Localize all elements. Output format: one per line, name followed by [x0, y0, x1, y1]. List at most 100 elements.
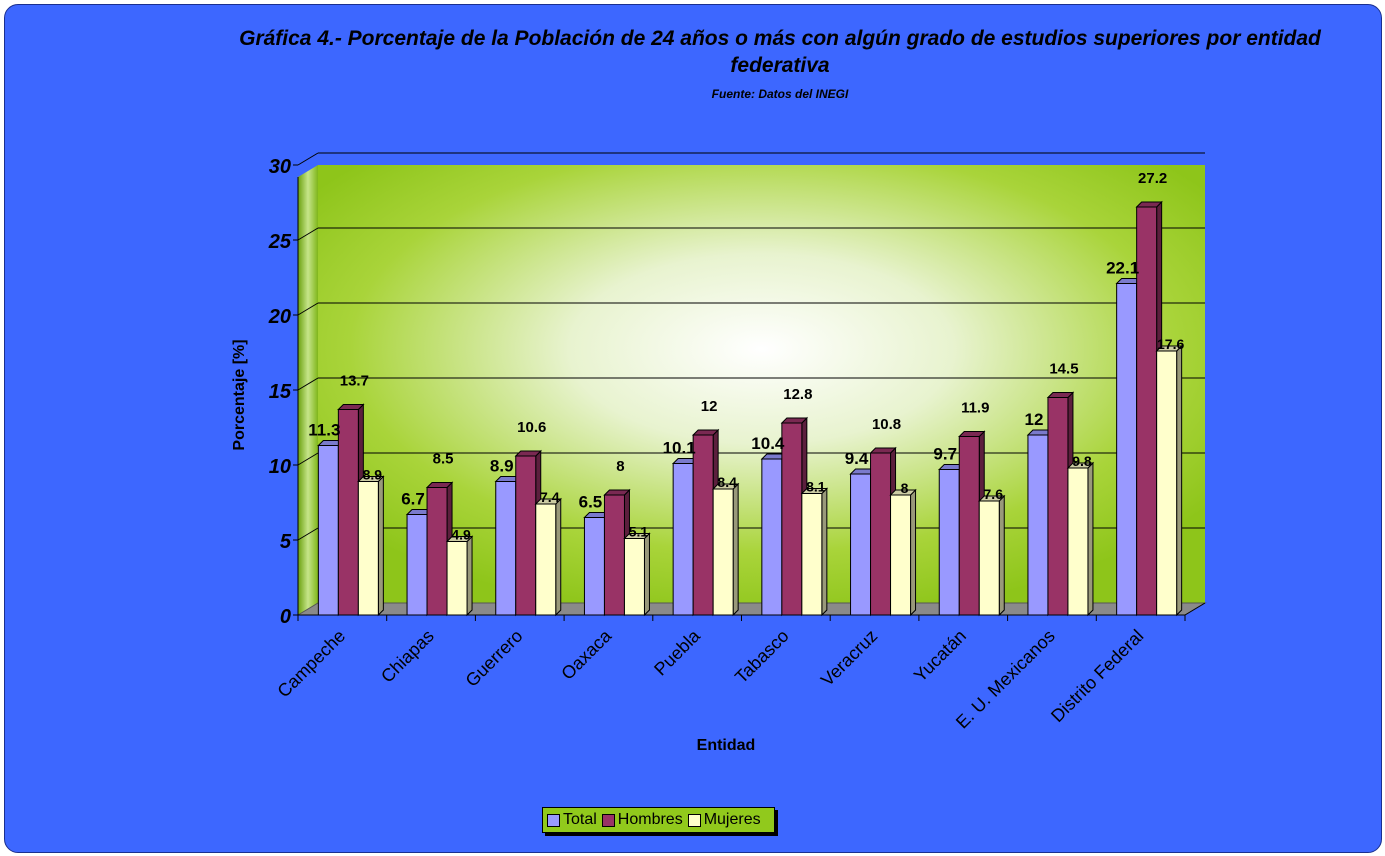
data-label-hombres: 11.9: [961, 400, 989, 417]
data-label-hombres: 8: [616, 458, 624, 475]
bar-front: [850, 473, 872, 616]
bar-front: [317, 445, 339, 616]
bar-mujeres: [978, 494, 1006, 617]
bar-front: [495, 481, 517, 616]
y-tick-label: 25: [268, 231, 292, 253]
data-label-total: 9.4: [845, 449, 869, 468]
x-tick-label-oaxaca: Oaxaca: [557, 625, 616, 684]
legend-item-hombres: Hombres: [601, 811, 683, 829]
bar-side: [643, 532, 650, 617]
y-tick-label: 30: [269, 156, 291, 178]
bars: [317, 200, 1183, 617]
bar-front: [1156, 350, 1178, 616]
bar-top: [780, 417, 809, 424]
x-tick-label-yucat-n: Yucatán: [910, 626, 970, 686]
bar-side: [998, 494, 1005, 617]
bar-front: [426, 487, 448, 616]
plot-side-wall: [298, 165, 318, 615]
data-label-mujeres: 5.1: [629, 524, 649, 540]
floor-edge: [1184, 602, 1206, 616]
chart-title: Gráfica 4.- Porcentaje de la Población d…: [239, 27, 1321, 77]
x-tick-label-distrito-federal: Distrito Federal: [1047, 626, 1147, 726]
bar-front: [406, 514, 428, 616]
bar-side: [910, 488, 917, 617]
bar-front: [890, 494, 912, 616]
legend-item-mujeres: Mujeres: [687, 811, 761, 829]
chart-subtitle: Fuente: Datos del INEGI: [711, 87, 849, 101]
y-tick-label: 5: [280, 531, 292, 553]
bar-top: [1046, 392, 1075, 398]
data-label-mujeres: 9.8: [1072, 453, 1092, 469]
bar-front: [801, 493, 823, 616]
bar-hombres: [869, 446, 897, 617]
bar-front: [1047, 397, 1069, 616]
bar-top: [514, 450, 542, 457]
legend-label-total: Total: [563, 811, 597, 828]
data-label-hombres: 27.2: [1138, 170, 1167, 187]
data-label-total: 11.3: [308, 421, 340, 440]
bar-front: [672, 463, 694, 616]
data-label-hombres: 10.8: [872, 416, 901, 433]
bar-mujeres: [1066, 461, 1095, 617]
data-labels: 11.3 13.7 8.9 6.7 8.5 4.9 8.9 10.6 7.4 6.5 8 5.1 10.…: [308, 170, 1184, 543]
bar-front: [535, 503, 557, 616]
data-label-mujeres: 4.9: [451, 527, 471, 543]
bar-front: [958, 436, 980, 616]
gridline-side: [297, 377, 319, 391]
y-tick-label: 0: [280, 606, 291, 628]
data-label-hombres: 12.8: [783, 386, 812, 403]
bar-front: [603, 494, 625, 616]
data-label-total: 9.7: [933, 445, 957, 464]
data-label-total: 6.5: [579, 493, 603, 512]
data-label-hombres: 12: [701, 398, 718, 415]
bar-top: [691, 429, 720, 436]
legend-item-total: Total: [547, 811, 597, 829]
bar-side: [377, 475, 384, 617]
data-label-total: 8.9: [490, 457, 514, 476]
plot-area: 0 5 10 15 20 25 30 Campeche Chiapas Guerrero Oaxac…: [231, 152, 1207, 754]
bar-top: [603, 489, 631, 496]
bar-front: [337, 409, 359, 616]
x-tick-label-puebla: Puebla: [650, 625, 704, 679]
data-label-hombres: 13.7: [340, 373, 369, 390]
bar-side: [555, 497, 562, 617]
data-label-hombres: 8.5: [433, 451, 454, 468]
bar-front: [692, 434, 714, 616]
bar-mujeres: [357, 475, 385, 617]
legend-swatch-hombres: [601, 813, 615, 827]
bar-front: [1136, 206, 1158, 616]
bar-mujeres: [800, 487, 829, 617]
data-label-hombres: 14.5: [1049, 361, 1078, 378]
bar-front: [781, 422, 803, 616]
bar-front: [1027, 434, 1049, 616]
bar-side: [732, 482, 739, 617]
chart-frame: Gráfica 4.- Porcentaje de la Población d…: [4, 4, 1382, 853]
bar-front: [446, 541, 468, 616]
y-tick-label: 15: [269, 381, 292, 403]
bar-mujeres: [534, 497, 562, 617]
legend-label-hombres: Hombres: [617, 811, 683, 828]
bar-top: [425, 482, 454, 488]
bar-mujeres: [623, 532, 651, 617]
bar-mujeres: [445, 535, 474, 617]
gridline-side: [297, 452, 319, 466]
bar-top: [337, 404, 365, 410]
x-tick-label-campeche: Campeche: [273, 626, 349, 702]
data-label-mujeres: 8.9: [363, 467, 383, 483]
x-tick-label-veracruz: Veracruz: [817, 626, 881, 690]
data-label-total: 6.7: [401, 490, 425, 509]
data-label-mujeres: 8.4: [717, 474, 737, 490]
bar-front: [583, 517, 605, 616]
bar-top: [1135, 201, 1163, 208]
y-tick-label: 10: [269, 456, 291, 478]
data-label-mujeres: 8.1: [806, 479, 826, 495]
bar-front: [1067, 467, 1089, 616]
y-axis-label: Porcentaje [%]: [231, 339, 248, 450]
bar-front: [357, 481, 379, 616]
bar-front: [712, 488, 734, 616]
data-label-total: 12: [1024, 410, 1043, 429]
gridline-side: [297, 527, 319, 541]
bar-side: [1176, 344, 1183, 617]
x-axis-label: Entidad: [697, 737, 756, 754]
data-label-mujeres: 8: [901, 480, 909, 496]
